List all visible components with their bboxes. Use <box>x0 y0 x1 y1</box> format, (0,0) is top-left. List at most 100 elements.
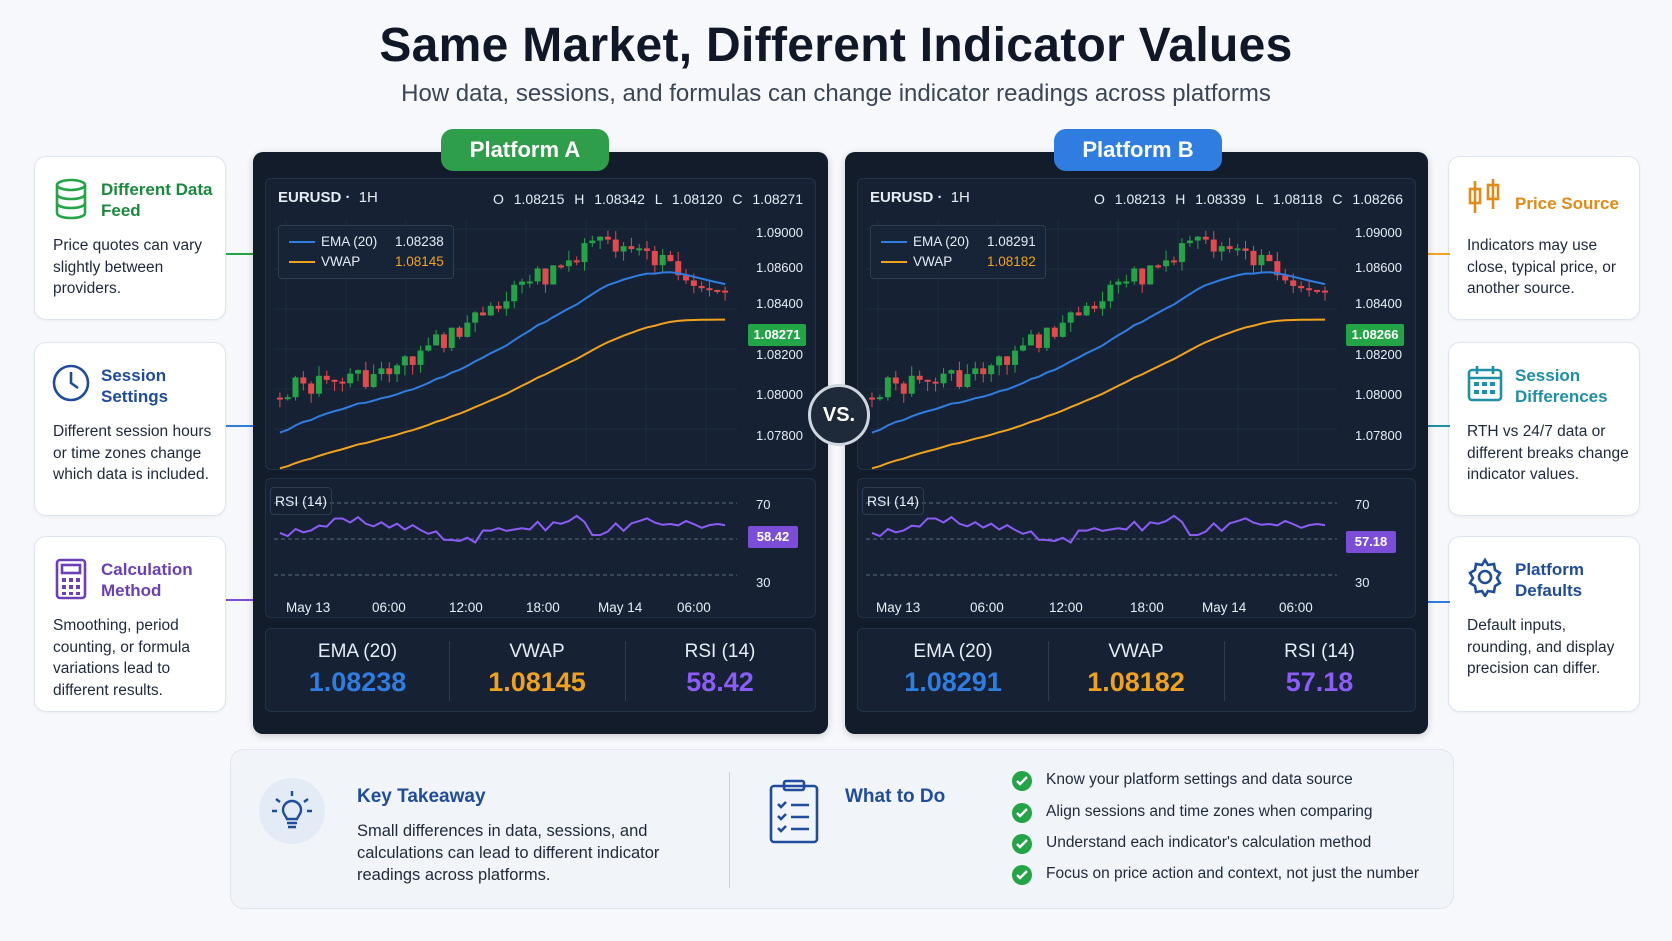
page-subtitle: How data, sessions, and formulas can cha… <box>401 80 1271 107</box>
candle <box>683 275 690 281</box>
platform-a-label: Platform A <box>441 129 609 171</box>
x-tick: May 14 <box>1202 600 1247 615</box>
x-tick: 06:00 <box>970 600 1004 615</box>
candle <box>698 285 705 289</box>
candle <box>503 301 510 309</box>
candle <box>604 236 611 240</box>
candle <box>892 377 899 384</box>
candle <box>1091 305 1098 309</box>
card-body: Smoothing, period counting, or formula v… <box>53 617 190 699</box>
x-tick: 12:00 <box>1049 600 1083 615</box>
candle <box>370 374 377 388</box>
candle <box>401 356 408 366</box>
candle <box>292 377 299 398</box>
x-tick: May 13 <box>876 600 921 615</box>
ema-line <box>871 271 1326 434</box>
candle <box>1178 243 1185 263</box>
candle <box>511 284 518 302</box>
check-icon <box>1012 803 1032 823</box>
x-tick: 06:00 <box>677 600 711 615</box>
y-tick: 1.08600 <box>1355 260 1402 275</box>
rsi-svg <box>866 502 1337 576</box>
candle <box>1282 275 1289 281</box>
card-body: RTH vs 24/7 data or different breaks cha… <box>1467 423 1629 483</box>
price-tag: 1.08266 <box>1346 324 1404 346</box>
candle <box>1306 288 1313 291</box>
card-platform-defaults: Platform Defaults Default inputs, roundi… <box>1448 536 1640 712</box>
connector-line <box>226 599 256 601</box>
price-chart: EURUSD · 1H O 1.08215 H 1.08342 L 1.0812… <box>265 178 816 470</box>
x-tick: 18:00 <box>526 600 560 615</box>
candle <box>1027 334 1034 346</box>
candle <box>1019 345 1026 351</box>
candle <box>612 239 619 252</box>
candle <box>636 248 643 251</box>
page-title: Same Market, Different Indicator Values <box>379 19 1293 72</box>
chart-legend: EMA (20) 1.08238 VWAP 1.08145 <box>278 225 454 279</box>
candle <box>1194 236 1201 241</box>
candle <box>675 261 682 276</box>
candle <box>526 281 533 284</box>
candle <box>355 370 362 374</box>
candle <box>940 373 947 384</box>
rsi-upper: 70 <box>1355 497 1370 512</box>
check-icon <box>1012 834 1032 854</box>
stat-ema: EMA (20) 1.08238 <box>308 641 407 697</box>
candle <box>276 397 283 400</box>
candle <box>1171 260 1178 263</box>
candle <box>479 312 486 316</box>
takeaway-body: Small differences in data, sessions, and… <box>357 822 660 884</box>
candle <box>425 345 432 351</box>
ohlc-readout: O 1.08215 H 1.08342 L 1.08120 C 1.08271 <box>492 191 803 207</box>
candle <box>659 254 666 266</box>
candle <box>1290 280 1297 286</box>
candle <box>1075 312 1082 316</box>
x-tick: 06:00 <box>1279 600 1313 615</box>
candle <box>996 356 1003 366</box>
candle <box>1035 334 1042 348</box>
candle <box>386 368 393 375</box>
candle <box>1147 265 1154 285</box>
y-tick: 1.08600 <box>756 260 803 275</box>
card-title: Session Differences <box>1515 366 1608 406</box>
chart-legend: EMA (20) 1.08291 VWAP 1.08182 <box>870 225 1046 279</box>
price-tag: 1.08271 <box>748 324 806 346</box>
candle <box>339 381 346 384</box>
candle <box>440 334 447 348</box>
candle <box>1163 260 1170 267</box>
ohlc-readout: O 1.08213 H 1.08339 L 1.08118 C 1.08266 <box>1094 191 1403 207</box>
candle <box>1274 261 1281 276</box>
candle <box>597 236 604 241</box>
vwap-line <box>871 318 1326 470</box>
y-tick: 1.08400 <box>756 296 803 311</box>
candle <box>464 322 471 337</box>
candle <box>1004 356 1011 365</box>
x-tick: May 14 <box>598 600 643 615</box>
y-tick: 1.08000 <box>1355 387 1402 402</box>
candle <box>876 397 883 400</box>
candle <box>1210 239 1217 252</box>
connector-line <box>1420 425 1450 427</box>
card-session-settings: Session Settings Different session hours… <box>34 342 226 516</box>
indicator-stats: EMA (20) 1.08291 VWAP 1.08182 RSI (14) 57.1… <box>857 628 1416 712</box>
vwap-line <box>279 318 726 470</box>
check-icon <box>1012 771 1032 791</box>
candle <box>924 379 931 382</box>
candle <box>331 379 338 382</box>
rsi-panel: RSI (14) 70 30 57.18 May 13 06:00 12:00 … <box>857 478 1416 618</box>
candle <box>620 246 627 252</box>
price-chart: EURUSD · 1H O 1.08213 H 1.08339 L 1.0811… <box>857 178 1416 470</box>
database-icon <box>51 177 91 220</box>
candle <box>1051 327 1058 337</box>
x-tick: 18:00 <box>1130 600 1164 615</box>
symbol-label: EURUSD · 1H <box>870 189 970 206</box>
x-tick: 06:00 <box>372 600 406 615</box>
connector-line <box>1420 253 1450 255</box>
candle <box>972 368 979 375</box>
stat-vwap: VWAP 1.08182 <box>1087 641 1185 697</box>
candle <box>956 370 963 388</box>
card-body: Price quotes can vary slightly between p… <box>53 237 203 297</box>
candle <box>1043 327 1050 348</box>
card-session-differences: Session Differences RTH vs 24/7 data or … <box>1448 342 1640 516</box>
candle <box>448 327 455 348</box>
